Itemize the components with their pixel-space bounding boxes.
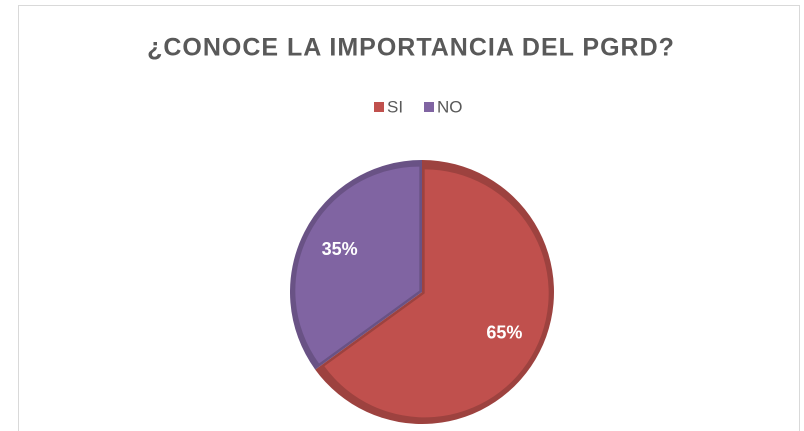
data-label: 65%: [486, 323, 522, 343]
legend-label: SI: [387, 97, 403, 116]
slice-face: [295, 166, 420, 364]
slice-face: [324, 169, 549, 418]
data-label: 35%: [322, 239, 358, 259]
chart-title: ¿CONOCE LA IMPORTANCIA DEL PGRD?: [147, 34, 675, 62]
legend-swatch: [374, 102, 384, 112]
legend-swatch: [424, 102, 434, 112]
legend-label: NO: [437, 97, 463, 116]
